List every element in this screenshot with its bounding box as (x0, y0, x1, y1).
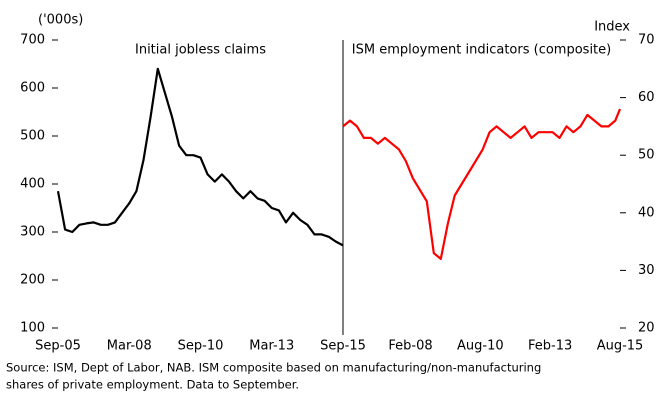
source-note: Source: ISM, Dept of Labor, NAB. ISM com… (6, 361, 541, 375)
series-line (56, 67, 344, 247)
x-tick-label: Sep-05 (35, 339, 81, 354)
y-axis-label: ('000s) (38, 13, 83, 28)
x-tick-label: Aug-10 (457, 339, 504, 354)
y-tick-label: 700 (20, 33, 45, 48)
y-tick-label: 300 (20, 225, 45, 240)
x-tick-label: Sep-15 (320, 339, 366, 354)
y2-tick-label: 50 (638, 148, 655, 163)
annotation: ISM employment indicators (composite) (352, 43, 611, 58)
x-tick-label: Mar-13 (249, 339, 294, 354)
y2-tick-label: 30 (638, 263, 655, 278)
x-tick-label: Mar-08 (107, 339, 152, 354)
y2-tick-label: 70 (638, 33, 655, 48)
y-tick-label: 500 (20, 129, 45, 144)
annotation: Initial jobless claims (135, 43, 266, 58)
y-tick-label: 600 (20, 81, 45, 96)
y-tick-label: 100 (20, 321, 45, 336)
x-tick-label: Feb-13 (528, 339, 572, 354)
y-tick-label: 400 (20, 177, 45, 192)
y2-tick-label: 60 (638, 90, 655, 105)
y2-axis-label: Index (594, 20, 630, 35)
x-tick-label: Sep-10 (178, 339, 224, 354)
y-tick-label: 200 (20, 273, 45, 288)
x-tick-label: Aug-15 (597, 339, 644, 354)
y2-tick-label: 40 (638, 205, 655, 220)
source-note: shares of private employment. Data to Se… (6, 378, 299, 392)
series-line (342, 108, 622, 260)
x-tick-label: Feb-08 (388, 339, 432, 354)
y2-tick-label: 20 (638, 321, 655, 336)
